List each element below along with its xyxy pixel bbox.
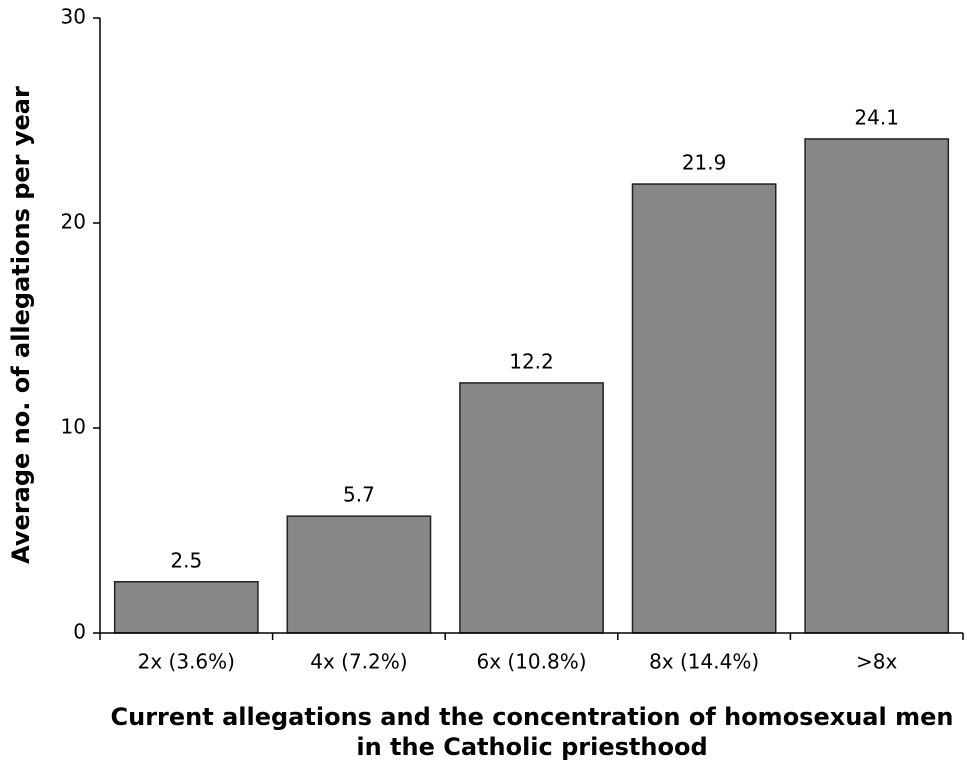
- value-label: 5.7: [343, 483, 375, 507]
- y-tick-label: 10: [61, 415, 86, 439]
- bar: [459, 382, 604, 634]
- bar: [631, 183, 777, 634]
- value-label: 2.5: [170, 548, 202, 572]
- x-tick-label: 8x (14.4%): [649, 650, 759, 674]
- value-label: 21.9: [682, 151, 727, 175]
- bar: [286, 515, 432, 634]
- x-tick-label: 4x (7.2%): [310, 650, 407, 674]
- y-tick-label: 30: [61, 5, 86, 29]
- value-label: 12.2: [509, 349, 554, 373]
- y-tick-label: 20: [61, 210, 86, 234]
- x-tick-label: 6x (10.8%): [476, 650, 586, 674]
- y-tick-label: 0: [73, 620, 86, 644]
- x-axis-title: Current allegations and the concentratio…: [111, 703, 954, 731]
- x-axis-title: in the Catholic priesthood: [356, 733, 707, 761]
- bar: [804, 138, 950, 634]
- value-label: 24.1: [854, 105, 899, 129]
- x-tick-label: >8x: [856, 650, 897, 674]
- bar: [113, 581, 259, 634]
- y-axis-title: Average no. of allegations per year: [7, 86, 35, 564]
- x-tick-label: 2x (3.6%): [138, 650, 235, 674]
